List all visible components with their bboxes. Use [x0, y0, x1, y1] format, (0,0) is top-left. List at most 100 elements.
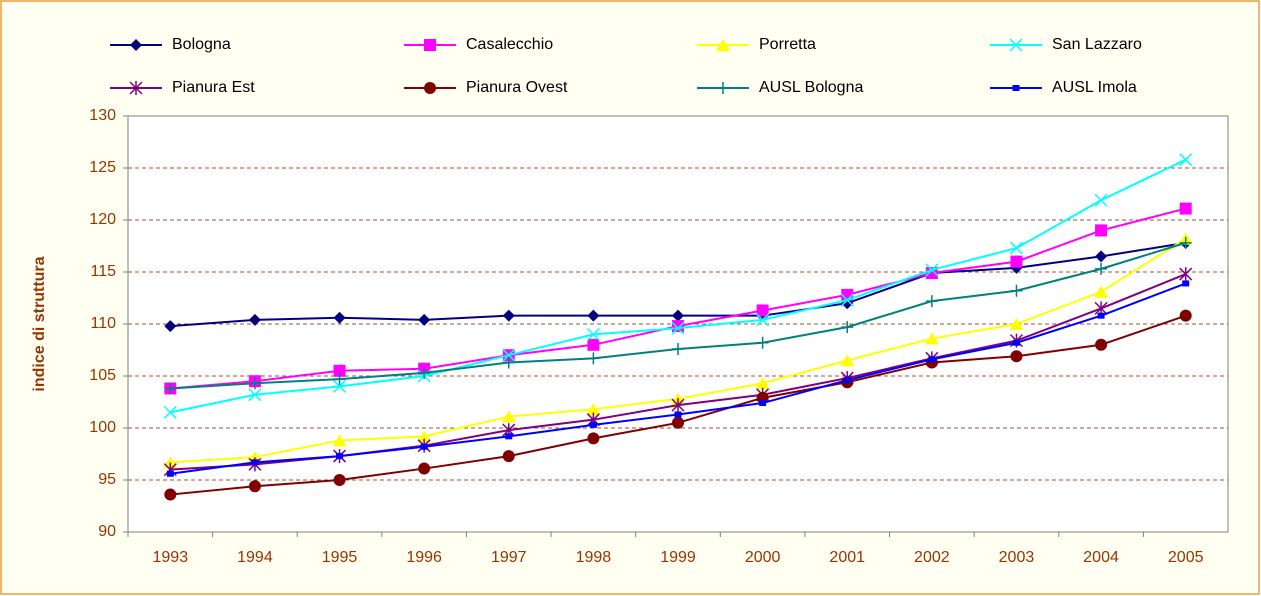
legend-label: Pianura Est — [172, 79, 255, 96]
marker — [756, 304, 769, 317]
marker — [586, 327, 600, 341]
marker — [1095, 262, 1108, 275]
marker — [671, 398, 685, 413]
x-tick-label: 1994 — [237, 549, 273, 566]
marker — [1010, 255, 1023, 268]
y-tick-label: 95 — [98, 471, 116, 488]
marker — [505, 433, 513, 440]
marker — [924, 332, 939, 345]
marker — [1179, 236, 1192, 249]
marker — [589, 421, 597, 428]
marker — [1179, 153, 1193, 167]
marker — [755, 377, 770, 390]
marker — [840, 354, 855, 367]
y-tick-label: 110 — [90, 315, 116, 332]
marker — [418, 366, 431, 379]
marker — [717, 82, 729, 94]
marker — [1010, 350, 1023, 363]
marker — [1009, 38, 1023, 52]
marker — [333, 379, 347, 393]
marker — [1094, 285, 1109, 298]
legend-label: Porretta — [759, 36, 816, 53]
marker — [1012, 85, 1020, 91]
marker — [129, 81, 143, 95]
marker — [164, 320, 177, 333]
y-tick-label: 125 — [89, 159, 116, 176]
marker — [420, 443, 428, 450]
y-tick-label: 130 — [89, 107, 116, 124]
marker — [251, 459, 259, 466]
marker — [841, 321, 854, 334]
marker — [502, 356, 515, 369]
marker — [587, 352, 600, 365]
marker — [248, 313, 261, 326]
marker — [418, 462, 431, 475]
y-tick-label: 115 — [90, 263, 116, 280]
marker — [424, 82, 436, 94]
x-tick-label: 2001 — [829, 549, 865, 566]
marker — [248, 377, 261, 390]
marker — [1094, 193, 1108, 207]
marker — [587, 338, 600, 351]
marker — [756, 313, 770, 327]
x-tick-label: 2005 — [1168, 549, 1204, 566]
marker — [418, 313, 431, 326]
marker — [1095, 224, 1108, 237]
legend-label: AUSL Imola — [1052, 79, 1137, 96]
x-tick-label: 2000 — [745, 549, 781, 566]
marker — [333, 364, 346, 377]
marker — [164, 488, 177, 501]
marker — [333, 373, 346, 386]
x-tick-label: 2004 — [1083, 549, 1119, 566]
marker — [1182, 280, 1190, 287]
marker — [672, 309, 684, 322]
marker — [674, 411, 682, 418]
legend-label: Pianura Ovest — [466, 79, 568, 96]
marker — [164, 382, 177, 395]
x-tick-label: 2003 — [999, 549, 1035, 566]
marker — [1095, 250, 1108, 263]
marker — [1179, 202, 1192, 215]
marker — [928, 356, 936, 363]
marker — [502, 309, 515, 322]
y-tick-label: 90 — [98, 523, 116, 540]
marker — [502, 450, 515, 463]
marker — [332, 434, 347, 447]
marker — [1179, 267, 1193, 282]
marker — [163, 405, 177, 419]
marker — [759, 400, 767, 407]
marker — [716, 39, 730, 51]
marker — [248, 388, 262, 402]
marker — [501, 410, 516, 423]
marker — [925, 263, 939, 277]
legend-label: San Lazzaro — [1052, 36, 1142, 53]
marker — [166, 470, 174, 477]
marker — [130, 39, 142, 51]
legend-label: Casalecchio — [466, 36, 553, 53]
marker — [671, 321, 685, 335]
marker — [1097, 312, 1105, 319]
marker — [333, 474, 346, 486]
marker — [1009, 241, 1023, 255]
legend-label: Bologna — [172, 36, 231, 53]
marker — [843, 377, 851, 384]
marker — [1009, 318, 1024, 330]
x-tick-label: 2002 — [914, 549, 950, 566]
marker — [333, 311, 346, 324]
marker — [586, 403, 601, 416]
x-tick-label: 1996 — [406, 549, 442, 566]
marker — [1012, 339, 1020, 346]
marker — [1095, 338, 1108, 351]
legend-label: AUSL Bologna — [759, 79, 863, 96]
x-tick-label: 1998 — [576, 549, 612, 566]
marker — [672, 320, 684, 333]
x-tick-label: 1993 — [153, 549, 189, 566]
x-tick-label: 1995 — [322, 549, 358, 566]
marker — [587, 309, 600, 322]
marker — [417, 430, 432, 443]
y-tick-label: 120 — [89, 211, 116, 228]
y-tick-label: 105 — [89, 367, 116, 384]
marker — [672, 416, 684, 429]
x-tick-label: 1999 — [660, 549, 696, 566]
